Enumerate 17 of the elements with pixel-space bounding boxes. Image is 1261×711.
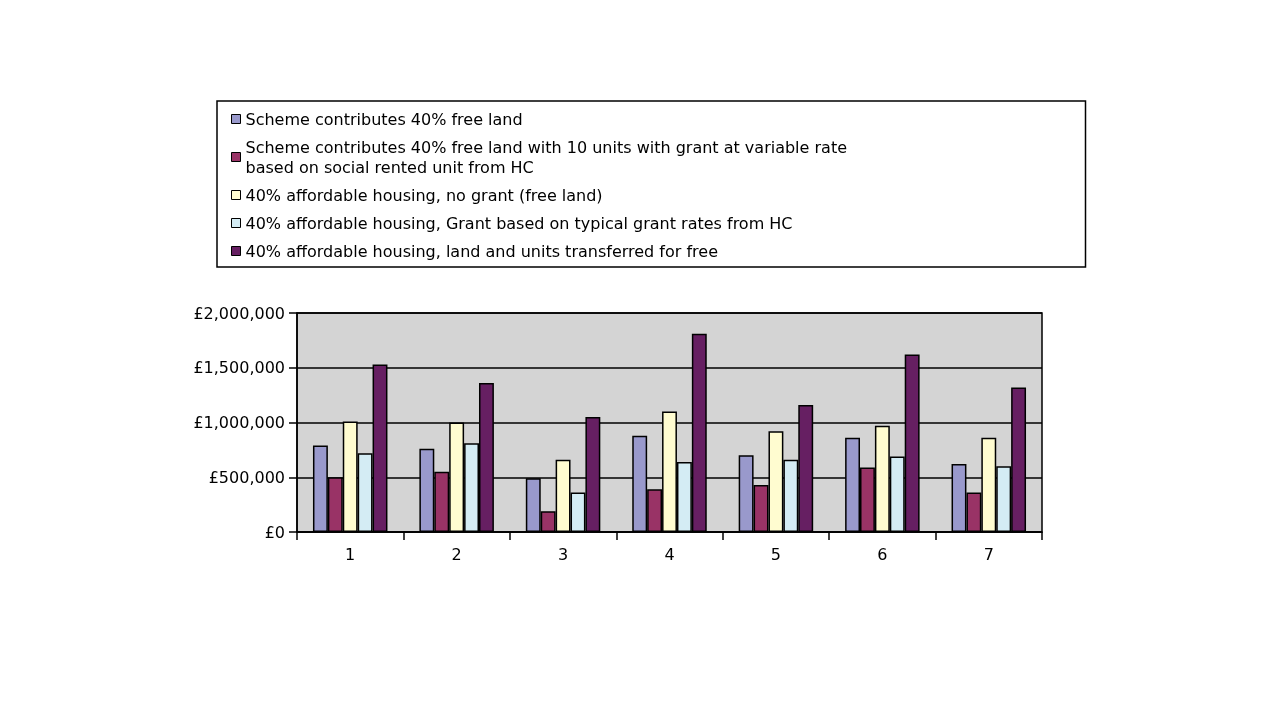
legend-label: Scheme contributes 40% free land: [245, 109, 523, 129]
y-tick-label: £1,500,000: [193, 358, 285, 378]
y-tick-label: £1,000,000: [193, 413, 285, 432]
x-tick-label: 6: [877, 544, 888, 564]
x-tick-label: 3: [557, 544, 569, 564]
legend-label: 40% affordable housing, no grant (free land): [245, 185, 603, 205]
y-tick-label: £0: [264, 522, 285, 542]
y-tick-label: £2,000,000: [193, 303, 285, 323]
legend-label: Scheme contributes 40% free land with 10 units with grant at variable rate based on social rented unit from HC: [245, 137, 853, 177]
x-tick-label: 1: [345, 544, 356, 564]
x-tick-label: 7: [983, 544, 994, 564]
x-tick-label: 2: [451, 544, 462, 564]
legend-label: 40% affordable housing, Grant based on typical grant rates from HC: [245, 213, 793, 233]
x-tick-label: 4: [664, 544, 675, 564]
x-tick-label: 5: [770, 544, 782, 564]
y-tick-label: £500,000: [208, 467, 285, 487]
legend-label: 40% affordable housing, land and units transferred for free: [245, 241, 718, 261]
